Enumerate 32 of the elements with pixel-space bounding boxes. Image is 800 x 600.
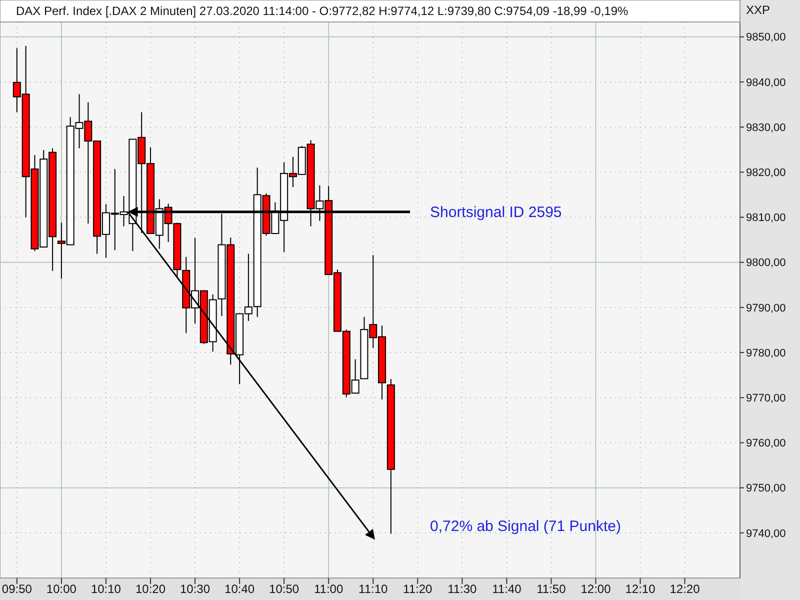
y-tick-label: 9800,00 <box>746 257 786 270</box>
y-tick-label: 9770,00 <box>746 392 786 404</box>
x-tick-label: 11:20 <box>403 582 433 596</box>
y-tick-label: 9850,00 <box>746 32 786 44</box>
x-tick-label: 12:00 <box>580 582 612 596</box>
annotation: Shortsignal ID 2595 <box>430 204 562 222</box>
y-tick-label: 9750,00 <box>746 482 786 495</box>
x-tick-label: 10:40 <box>224 582 255 596</box>
x-tick-label: 10:20 <box>135 582 166 596</box>
y-tick-label: 9740,00 <box>746 528 786 540</box>
y-tick-label: 9840,00 <box>746 76 786 89</box>
y-tick-label: 9810,00 <box>746 212 786 224</box>
y-tick-label: 9820,00 <box>746 167 786 180</box>
x-tick-label: 11:50 <box>536 582 566 596</box>
x-tick-label: 10:10 <box>90 582 122 596</box>
x-tick-label: 10:30 <box>180 582 210 596</box>
annotation: 0,72% ab Signal (71 Punkte) <box>430 518 621 536</box>
x-tick-label: 11:00 <box>314 582 344 596</box>
y-tick-label: 9760,00 <box>746 438 786 450</box>
y-tick-label: 9790,00 <box>746 302 786 314</box>
x-tick-label: 12:10 <box>625 582 656 596</box>
x-tick-label: 11:10 <box>358 582 388 596</box>
y-tick-label: 9780,00 <box>746 347 786 360</box>
x-tick-label: 10:50 <box>269 582 300 596</box>
x-tick-label: 09:50 <box>2 582 32 596</box>
y-axis-title: XXP <box>746 3 770 17</box>
y-tick-label: 9830,00 <box>746 122 786 134</box>
x-tick-label: 12:20 <box>670 582 700 596</box>
chart-title: DAX Perf. Index [.DAX 2 Minuten] 27.03.2020 11:14:00 - O:9772,82 H:9774,12 L:9739,80 C:9754,09 -18,99 -0,19% <box>16 4 629 18</box>
x-tick-label: 11:30 <box>448 582 478 596</box>
x-tick-label: 11:40 <box>492 582 522 596</box>
x-tick-label: 10:00 <box>46 582 77 596</box>
